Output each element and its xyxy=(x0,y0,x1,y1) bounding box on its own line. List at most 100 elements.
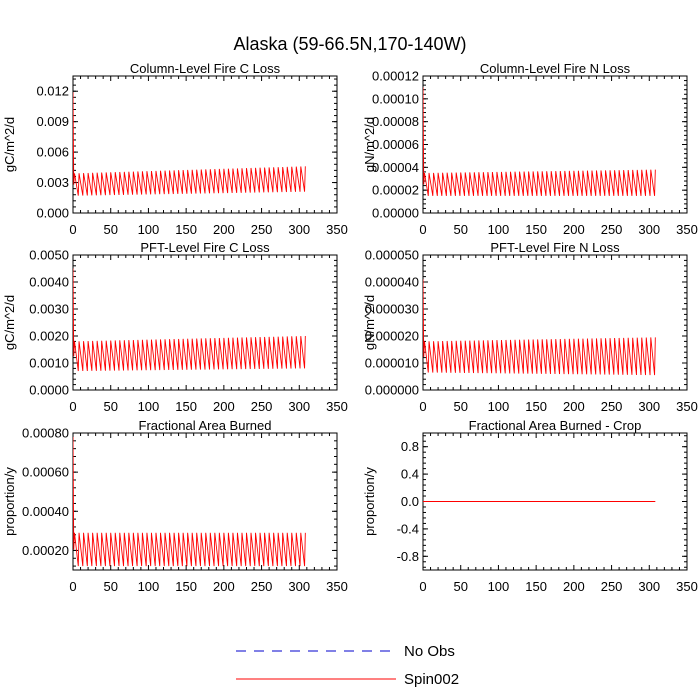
x-tick-label: 250 xyxy=(251,579,273,594)
y-tick-label: 0.00002 xyxy=(372,183,419,198)
series-line-spin002 xyxy=(423,279,656,376)
y-tick-label: 0.000030 xyxy=(365,302,419,317)
chart-panel: PFT-Level Fire N Loss 0 50 100 150 200 250 300 3… xyxy=(362,240,698,414)
x-tick-label: 200 xyxy=(563,579,585,594)
x-tick-label: 200 xyxy=(563,222,585,237)
y-tick-label: 0.00004 xyxy=(372,160,419,175)
y-tick-label: -0.8 xyxy=(397,549,419,564)
y-tick-label: 0.0020 xyxy=(29,329,69,344)
y-tick-label: 0.000 xyxy=(36,206,69,221)
x-tick-label: 50 xyxy=(103,222,117,237)
y-tick-label: 0.0030 xyxy=(29,302,69,317)
x-tick-label: 50 xyxy=(103,399,117,414)
x-tick-label: 0 xyxy=(419,222,426,237)
chart-panel: Column-Level Fire C Loss 0 50 100 150 200 250 3… xyxy=(2,61,348,237)
x-tick-label: 250 xyxy=(251,222,273,237)
x-tick-label: 300 xyxy=(288,579,310,594)
y-tick-label: 0.0040 xyxy=(29,275,69,290)
x-tick-label: 100 xyxy=(138,579,160,594)
y-tick-label: 0.00012 xyxy=(372,69,419,84)
chart-panel: PFT-Level Fire C Loss 0 50 100 150 200 250 300 3… xyxy=(2,240,348,414)
x-tick-label: 300 xyxy=(638,222,660,237)
x-tick-label: 150 xyxy=(175,222,197,237)
x-tick-label: 150 xyxy=(525,222,547,237)
y-tick-label: 0.0050 xyxy=(29,248,69,263)
x-tick-label: 350 xyxy=(676,399,698,414)
x-tick-label: 250 xyxy=(601,399,623,414)
y-tick-label: 0.00080 xyxy=(22,426,69,441)
x-tick-label: 350 xyxy=(326,399,348,414)
y-axis-label: gC/m^2/d xyxy=(2,295,17,350)
x-tick-label: 350 xyxy=(676,222,698,237)
x-tick-label: 150 xyxy=(175,399,197,414)
x-tick-label: 300 xyxy=(288,399,310,414)
y-tick-label: 0.000040 xyxy=(365,275,419,290)
x-tick-label: 200 xyxy=(563,399,585,414)
x-tick-label: 350 xyxy=(326,579,348,594)
x-tick-label: 100 xyxy=(488,399,510,414)
series-line-spin002 xyxy=(73,92,306,196)
x-tick-label: 300 xyxy=(288,222,310,237)
series-line-spin002 xyxy=(73,436,306,567)
y-tick-label: -0.4 xyxy=(397,521,419,536)
x-tick-label: 150 xyxy=(525,399,547,414)
x-tick-label: 100 xyxy=(138,399,160,414)
x-tick-label: 150 xyxy=(525,579,547,594)
chart-panel: Column-Level Fire N Loss 0 50 100 150 200 250 3… xyxy=(362,61,698,237)
x-tick-label: 50 xyxy=(453,579,467,594)
y-tick-label: 0.4 xyxy=(401,467,419,482)
x-tick-label: 150 xyxy=(175,579,197,594)
series-line-spin002 xyxy=(423,87,656,196)
x-tick-label: 350 xyxy=(676,579,698,594)
chart-title: PFT-Level Fire N Loss xyxy=(490,240,620,255)
y-tick-label: 0.00020 xyxy=(22,543,69,558)
x-tick-label: 300 xyxy=(638,399,660,414)
y-tick-label: 0.003 xyxy=(36,175,69,190)
y-tick-label: 0.0010 xyxy=(29,356,69,371)
x-tick-label: 200 xyxy=(213,222,235,237)
y-tick-label: 0.000000 xyxy=(365,383,419,398)
x-tick-label: 350 xyxy=(326,222,348,237)
page-title: Alaska (59-66.5N,170-140W) xyxy=(233,34,466,54)
x-tick-label: 250 xyxy=(251,399,273,414)
x-tick-label: 0 xyxy=(69,222,76,237)
y-axis-label: proportion/y xyxy=(362,467,377,536)
y-axis-label: proportion/y xyxy=(2,467,17,536)
y-tick-label: 0.00000 xyxy=(372,206,419,221)
y-tick-label: 0.00008 xyxy=(372,114,419,129)
chart-title: Fractional Area Burned - Crop xyxy=(469,418,642,433)
y-tick-label: 0.00010 xyxy=(372,91,419,106)
y-axis-label: gN/m^2/d xyxy=(362,117,377,172)
legend-label-spin002: Spin002 xyxy=(404,671,459,688)
y-tick-label: 0.006 xyxy=(36,145,69,160)
x-tick-label: 0 xyxy=(69,399,76,414)
y-tick-label: 0.0 xyxy=(401,494,419,509)
y-tick-label: 0.000050 xyxy=(365,248,419,263)
x-tick-label: 250 xyxy=(601,222,623,237)
plot-frame xyxy=(72,254,338,391)
y-tick-label: 0.012 xyxy=(36,84,69,99)
y-tick-label: 0.00040 xyxy=(22,504,69,519)
y-axis-label: gN/m^2/d xyxy=(362,295,377,350)
y-axis-label: gC/m^2/d xyxy=(2,117,17,172)
x-tick-label: 50 xyxy=(453,399,467,414)
chart-title: Column-Level Fire C Loss xyxy=(130,61,281,76)
y-tick-label: 0.00060 xyxy=(22,465,69,480)
chart-panel: Fractional Area Burned 0 50 100 150 200 250 300… xyxy=(2,418,348,594)
y-tick-label: 0.00006 xyxy=(372,137,419,152)
x-tick-label: 0 xyxy=(419,399,426,414)
x-tick-label: 300 xyxy=(638,579,660,594)
chart-title: Fractional Area Burned xyxy=(139,418,272,433)
x-tick-label: 100 xyxy=(488,222,510,237)
x-tick-label: 200 xyxy=(213,399,235,414)
x-tick-label: 100 xyxy=(488,579,510,594)
panels: Column-Level Fire C Loss 0 50 100 150 200 250 3… xyxy=(2,61,698,594)
y-tick-label: 0.8 xyxy=(401,439,419,454)
y-tick-label: 0.000010 xyxy=(365,356,419,371)
series-line-spin002 xyxy=(73,268,306,372)
legend-label-no-obs: No Obs xyxy=(404,643,455,660)
legend: No Obs Spin002 xyxy=(236,643,459,688)
x-tick-label: 200 xyxy=(213,579,235,594)
x-tick-label: 50 xyxy=(453,222,467,237)
